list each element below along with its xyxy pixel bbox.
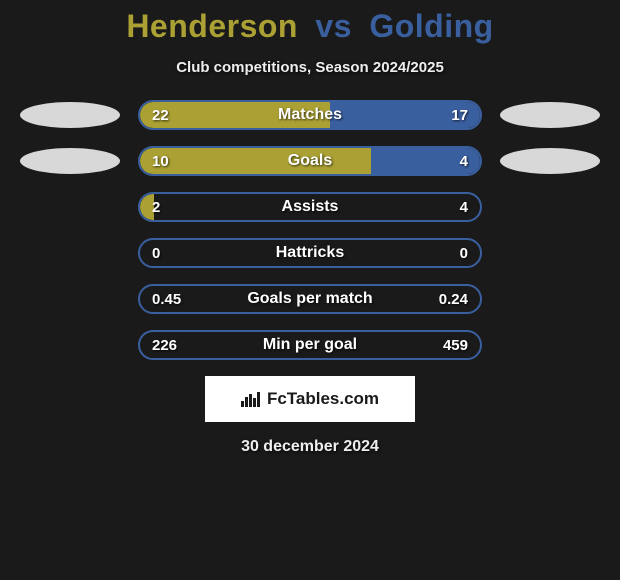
stat-row: 0.45 0.24Goals per match bbox=[0, 284, 620, 314]
stat-right-value: 459 bbox=[443, 332, 468, 358]
subtitle: Club competitions, Season 2024/2025 bbox=[0, 59, 620, 76]
stat-right-value: 17 bbox=[451, 102, 468, 128]
stat-label: Min per goal bbox=[140, 332, 480, 358]
brand-label: FcTables.com bbox=[241, 389, 379, 409]
comparison-card: Henderson vs Golding Club competitions, … bbox=[0, 0, 620, 456]
stat-bar: 2 4Assists bbox=[138, 192, 482, 222]
stat-bar: 104Goals bbox=[138, 146, 482, 176]
player2-badge bbox=[500, 148, 600, 174]
date-line: 30 december 2024 bbox=[0, 438, 620, 456]
stat-right-value: 4 bbox=[460, 194, 468, 220]
stats-block: 2217Matches104Goals24Assists00Hattricks0… bbox=[0, 100, 620, 360]
stat-right-value: 0.24 bbox=[439, 286, 468, 312]
stat-left-value: 22 bbox=[152, 102, 169, 128]
stat-left-value: 0.45 bbox=[152, 286, 181, 312]
stat-row: 226 459Min per goal bbox=[0, 330, 620, 360]
stat-bar: 2217Matches bbox=[138, 100, 482, 130]
vs-word: vs bbox=[315, 8, 352, 44]
stat-bar: 0 0Hattricks bbox=[138, 238, 482, 268]
stat-label: Assists bbox=[140, 194, 480, 220]
stat-row: 2 4Assists bbox=[0, 192, 620, 222]
stat-row: 2217Matches bbox=[0, 100, 620, 130]
stat-left-value: 0 bbox=[152, 240, 160, 266]
bar-fill-left bbox=[140, 148, 371, 174]
bar-chart-icon bbox=[241, 391, 261, 407]
brand-text: FcTables.com bbox=[267, 389, 379, 409]
stat-label: Goals per match bbox=[140, 286, 480, 312]
player2-badge bbox=[500, 102, 600, 128]
stat-right-value: 4 bbox=[460, 148, 468, 174]
stat-bar: 0.45 0.24Goals per match bbox=[138, 284, 482, 314]
stat-row: 104Goals bbox=[0, 146, 620, 176]
page-title: Henderson vs Golding bbox=[0, 8, 620, 45]
player1-badge bbox=[20, 148, 120, 174]
player2-name: Golding bbox=[369, 8, 493, 44]
brand-box[interactable]: FcTables.com bbox=[205, 376, 415, 422]
stat-row: 0 0Hattricks bbox=[0, 238, 620, 268]
stat-left-value: 2 bbox=[152, 194, 160, 220]
stat-bar: 226 459Min per goal bbox=[138, 330, 482, 360]
stat-right-value: 0 bbox=[460, 240, 468, 266]
stat-left-value: 10 bbox=[152, 148, 169, 174]
stat-label: Hattricks bbox=[140, 240, 480, 266]
stat-left-value: 226 bbox=[152, 332, 177, 358]
player1-name: Henderson bbox=[126, 8, 298, 44]
player1-badge bbox=[20, 102, 120, 128]
